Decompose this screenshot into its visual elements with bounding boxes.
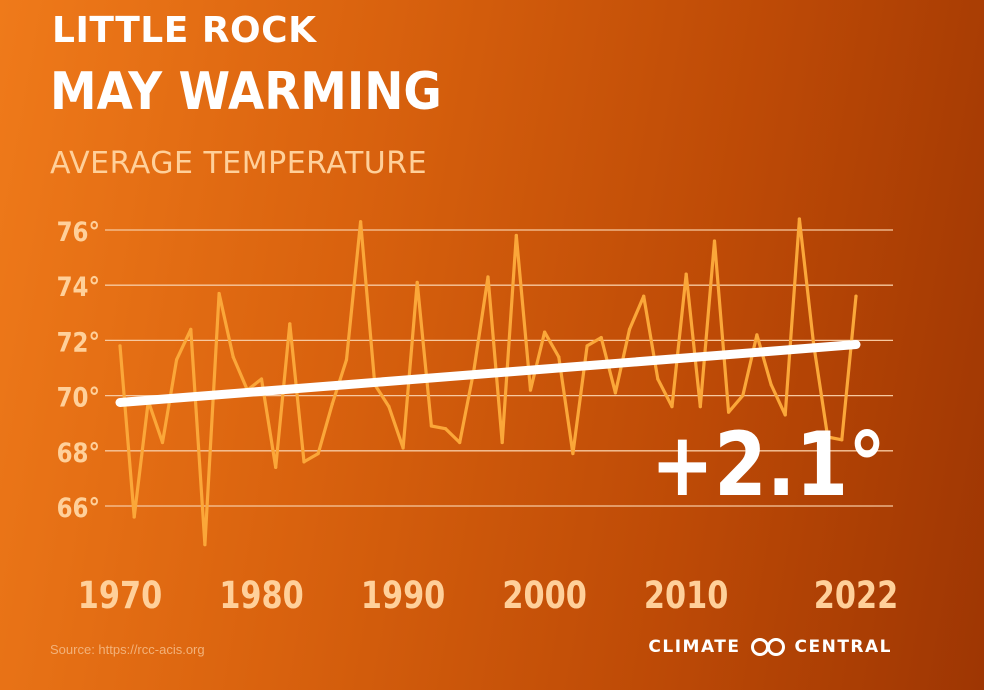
- data-point: [344, 358, 349, 362]
- data-point: [231, 355, 235, 359]
- x-tick-label: 1970: [78, 574, 162, 617]
- trend-group: [115, 340, 861, 407]
- data-point: [670, 405, 674, 409]
- data-point: [854, 294, 858, 298]
- x-tick-label: 1980: [219, 574, 303, 617]
- x-tick-label: 2022: [814, 574, 898, 617]
- y-axis-ticks: 66° 68° 70° 72° 74° 76°: [57, 216, 100, 523]
- x-tick-label: 2010: [644, 574, 728, 617]
- x-tick-label: 1990: [361, 574, 445, 617]
- x-axis-ticks: 1970 1980 1990 2000 2010 2022: [78, 574, 898, 617]
- data-point: [627, 327, 632, 331]
- data-point: [458, 440, 462, 445]
- data-point: [259, 377, 264, 381]
- data-point: [698, 405, 702, 409]
- data-point: [599, 336, 603, 340]
- chart-title: MAY WARMING: [50, 62, 442, 122]
- data-point: [217, 291, 221, 296]
- data-point: [543, 330, 547, 334]
- y-tick-label: 70°: [57, 382, 100, 413]
- brand-right-text: CENTRAL: [794, 637, 892, 657]
- y-tick-label: 72°: [57, 327, 100, 358]
- data-point: [769, 382, 773, 387]
- trend-line: [115, 340, 861, 407]
- data-point: [330, 402, 334, 406]
- data-point: [132, 515, 136, 519]
- data-point: [642, 294, 646, 298]
- data-point: [288, 322, 292, 326]
- data-point: [486, 275, 490, 279]
- data-point: [500, 440, 504, 445]
- data-point: [727, 410, 731, 414]
- data-point: [274, 465, 278, 469]
- data-point: [528, 388, 533, 392]
- data-point: [741, 394, 745, 398]
- data-point: [755, 333, 759, 337]
- series-group: [118, 217, 858, 547]
- chart-subtitle: AVERAGE TEMPERATURE: [50, 146, 428, 181]
- data-point: [826, 435, 830, 439]
- data-point: [797, 217, 801, 221]
- data-point: [118, 344, 122, 348]
- data-point: [160, 440, 165, 445]
- data-point: [359, 220, 363, 224]
- y-tick-label: 66°: [57, 492, 100, 523]
- data-point: [656, 377, 660, 381]
- data-point: [443, 427, 448, 431]
- data-point: [557, 355, 561, 359]
- data-point: [571, 451, 575, 456]
- data-point: [613, 391, 617, 395]
- data-point: [514, 233, 518, 238]
- data-point: [316, 451, 320, 456]
- data-point: [401, 446, 405, 450]
- data-point: [429, 424, 433, 428]
- data-point: [387, 405, 391, 409]
- data-point: [585, 344, 589, 348]
- source-note: Source: https://rcc-acis.org: [50, 642, 205, 657]
- y-tick-label: 76°: [57, 216, 100, 247]
- data-point: [783, 413, 787, 417]
- brand-left-text: CLIMATE: [648, 637, 741, 657]
- warming-annotation: +2.1°: [651, 415, 886, 517]
- y-tick-label: 74°: [57, 271, 100, 302]
- data-point: [415, 280, 419, 285]
- data-point: [840, 438, 844, 442]
- y-tick-label: 68°: [57, 437, 100, 468]
- data-point: [175, 358, 179, 362]
- data-point: [302, 460, 306, 464]
- data-point: [712, 239, 717, 243]
- x-tick-label: 2000: [502, 574, 586, 617]
- interlocked-rings-icon: [750, 638, 785, 656]
- data-point: [203, 543, 207, 547]
- brand-logo: CLIMATE CENTRAL: [648, 637, 892, 657]
- chart-title-city: LITTLE ROCK: [52, 10, 317, 51]
- data-point: [189, 327, 193, 331]
- data-point: [684, 272, 688, 276]
